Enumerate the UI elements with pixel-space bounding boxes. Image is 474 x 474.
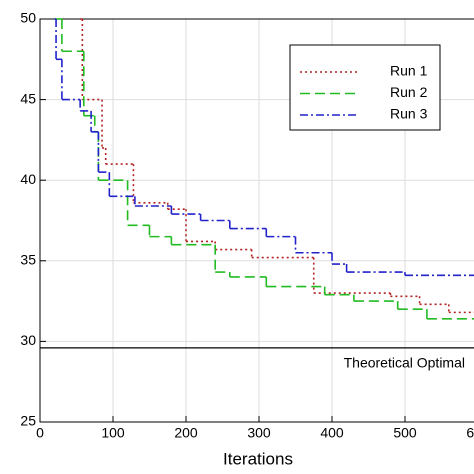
legend-label: Run 1 <box>390 63 428 79</box>
y-tick-label: 50 <box>20 10 36 26</box>
legend-box <box>289 44 441 131</box>
plot-frame <box>39 18 474 423</box>
y-tick-label: 35 <box>20 252 36 268</box>
y-tick-label: 45 <box>20 90 36 106</box>
x-axis-label: Iterations <box>223 449 293 468</box>
x-tick-label: 300 <box>247 425 271 441</box>
x-tick-label: 200 <box>174 425 198 441</box>
legend-label: Run 3 <box>390 106 428 122</box>
y-tick-label: 30 <box>20 332 36 348</box>
x-tick-label: 100 <box>101 425 125 441</box>
x-tick-label: 400 <box>320 425 344 441</box>
x-tick-label: 500 <box>393 425 417 441</box>
x-tick-label: 600 <box>466 425 474 441</box>
x-tick-label: 0 <box>36 425 44 441</box>
y-tick-label: 40 <box>20 171 36 187</box>
reference-label: Theoretical Optimal <box>344 355 465 371</box>
y-tick-label: 25 <box>20 413 36 429</box>
legend-label: Run 2 <box>390 84 428 100</box>
